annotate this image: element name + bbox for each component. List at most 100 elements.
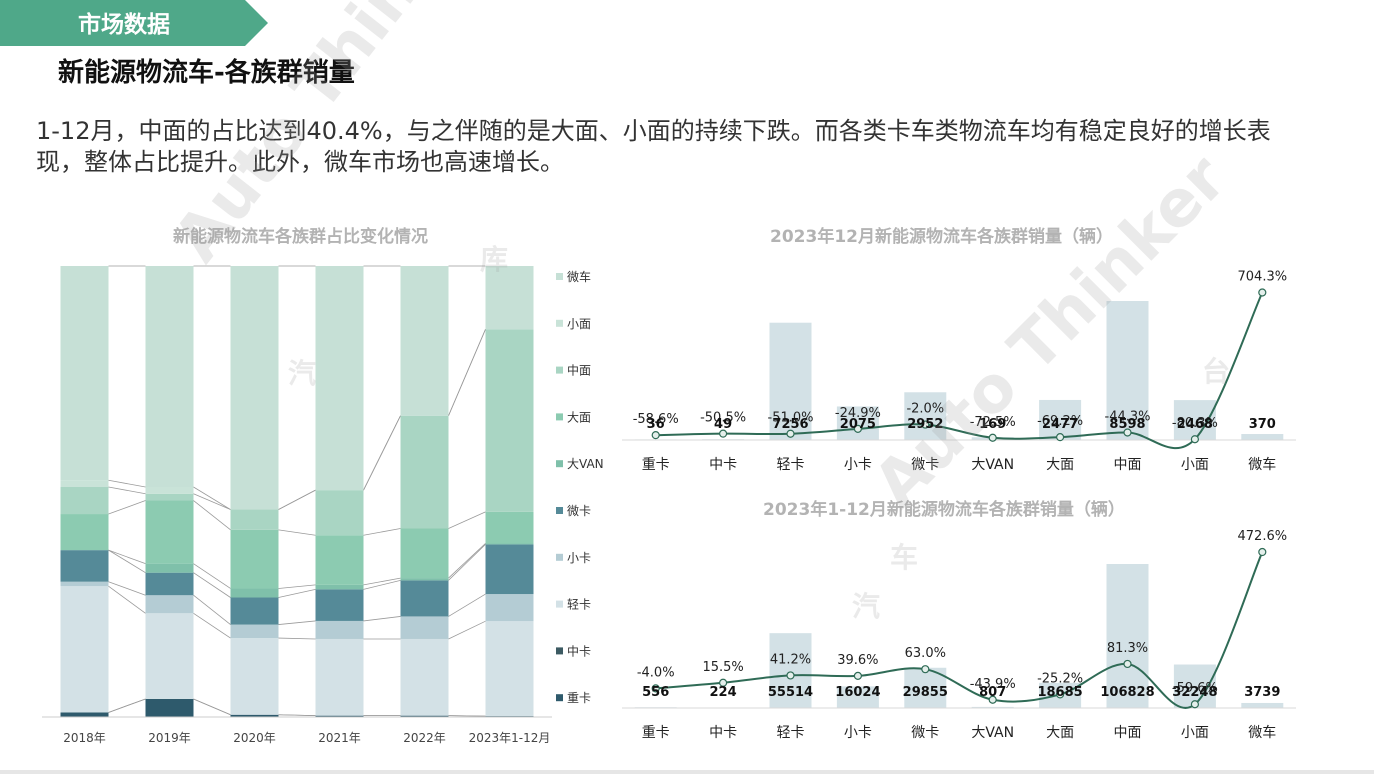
legend-swatch — [556, 366, 563, 374]
series-connector-line — [363, 616, 401, 622]
series-connector-line — [108, 549, 146, 574]
stacked-bar-segment — [60, 712, 109, 717]
legend-swatch — [556, 460, 563, 468]
section-label: 市场数据 — [78, 12, 170, 38]
x-tick-label: 重卡 — [642, 725, 670, 741]
growth-point — [786, 671, 795, 680]
x-tick-label: 微车 — [1248, 724, 1276, 741]
growth-label: -69.2% — [1037, 414, 1083, 429]
growth-label: -43.9% — [970, 677, 1016, 692]
stacked-bar-segment — [485, 594, 534, 622]
x-tick-label: 大VAN — [971, 457, 1014, 473]
value-bar — [1106, 301, 1149, 440]
watermark-char: 库 — [480, 243, 509, 276]
series-connector-line — [448, 544, 486, 581]
bar-value-label: 169 — [979, 417, 1006, 432]
growth-point — [1055, 690, 1065, 699]
growth-label: -80.3% — [1172, 416, 1218, 431]
growth-label: 39.6% — [837, 653, 878, 668]
legend-swatch — [556, 319, 563, 327]
series-connector-line — [108, 698, 146, 713]
x-tick-label: 微卡 — [911, 457, 939, 473]
bar-value-label: 2477 — [1042, 417, 1078, 432]
stacked-bar-segment — [60, 514, 109, 551]
x-tick-label: 轻卡 — [777, 457, 805, 473]
bar-value-label: 3739 — [1244, 685, 1280, 700]
growth-point — [921, 665, 930, 674]
stacked-bar-segment — [60, 480, 109, 487]
legend-label: 中面 — [567, 363, 591, 378]
series-connector-line — [193, 698, 231, 716]
stacked-bar-segment — [230, 714, 279, 717]
legend-swatch — [556, 647, 563, 655]
series-connector-line — [278, 588, 316, 598]
stacked-bar-segment — [400, 715, 449, 717]
watermark-char: 车 — [890, 541, 919, 574]
stacked-bar-segment — [315, 589, 364, 621]
series-connector-line — [193, 500, 231, 531]
growth-point — [718, 678, 728, 687]
stacked-bar-segment — [315, 490, 364, 536]
stacked-bar-segment — [485, 543, 534, 545]
x-tick-label: 2018年 — [63, 731, 106, 745]
legend-label: 微卡 — [567, 504, 591, 518]
value-bar — [836, 406, 879, 440]
growth-label: -25.2% — [1037, 671, 1083, 686]
growth-point — [786, 429, 795, 438]
bar-value-label: 2952 — [907, 417, 943, 432]
page-title: 新能源物流车-各族群销量 — [58, 58, 355, 88]
growth-label: 15.5% — [702, 660, 743, 675]
stacked-bar-segment — [485, 329, 534, 512]
legend-label: 中卡 — [567, 643, 591, 658]
stacked-bar-segment — [315, 638, 364, 716]
value-bar — [769, 633, 812, 708]
stacked-bar-segment — [315, 620, 364, 639]
growth-label: -2.0% — [906, 402, 944, 417]
x-tick-label: 2019年 — [148, 731, 191, 745]
series-connector-line — [278, 489, 316, 510]
section-banner — [0, 0, 268, 46]
growth-label: 81.3% — [1107, 641, 1148, 656]
legend-label: 重卡 — [567, 691, 591, 705]
bar-value-label: 224 — [710, 685, 737, 700]
growth-label: 41.2% — [770, 652, 811, 667]
bar-value-label: 55514 — [768, 685, 813, 700]
stacked-bar-segment — [230, 638, 279, 715]
stacked-bar-segment — [315, 535, 364, 585]
watermark-char: 台 — [1202, 355, 1231, 388]
stacked-bar-segment — [145, 572, 194, 596]
x-tick-label: 小卡 — [844, 725, 872, 741]
series-connector-line — [108, 549, 146, 565]
bar-value-label: 370 — [1249, 417, 1276, 432]
stacked-bar-segment — [315, 715, 364, 717]
stacked-bar-segment — [230, 624, 279, 639]
stacked-bar-segment — [400, 266, 449, 416]
x-tick-label: 中面 — [1114, 457, 1142, 473]
series-connector-line — [363, 577, 401, 586]
growth-point — [1190, 435, 1200, 444]
x-tick-label: 2022年 — [403, 731, 446, 745]
growth-point — [651, 431, 660, 440]
series-connector-line — [108, 486, 146, 495]
series-connector-line — [278, 620, 316, 625]
growth-point — [718, 429, 728, 438]
growth-point — [1055, 433, 1065, 442]
series-connector-line — [278, 714, 316, 717]
x-tick-label: 小卡 — [844, 457, 872, 473]
series-connector-line — [193, 594, 231, 625]
bar-value-label: 29855 — [903, 685, 948, 700]
chart-title-annual: 2023年1-12月新能源物流车各族群销量（辆） — [763, 500, 1125, 520]
legend-label: 大面 — [567, 410, 591, 424]
legend-label: 小卡 — [567, 551, 591, 565]
stacked-bar-segment — [400, 616, 449, 639]
growth-label: 63.0% — [905, 646, 946, 661]
x-tick-label: 2023年1-12月 — [469, 731, 551, 745]
value-bar — [1106, 564, 1149, 708]
bar-value-label: 36 — [647, 417, 665, 432]
growth-point — [853, 671, 863, 680]
stacked-bar-segment — [400, 578, 449, 581]
x-tick-label: 大面 — [1046, 725, 1074, 741]
stacked-bar-segment — [400, 415, 449, 529]
stacked-bar-segment — [400, 528, 449, 579]
